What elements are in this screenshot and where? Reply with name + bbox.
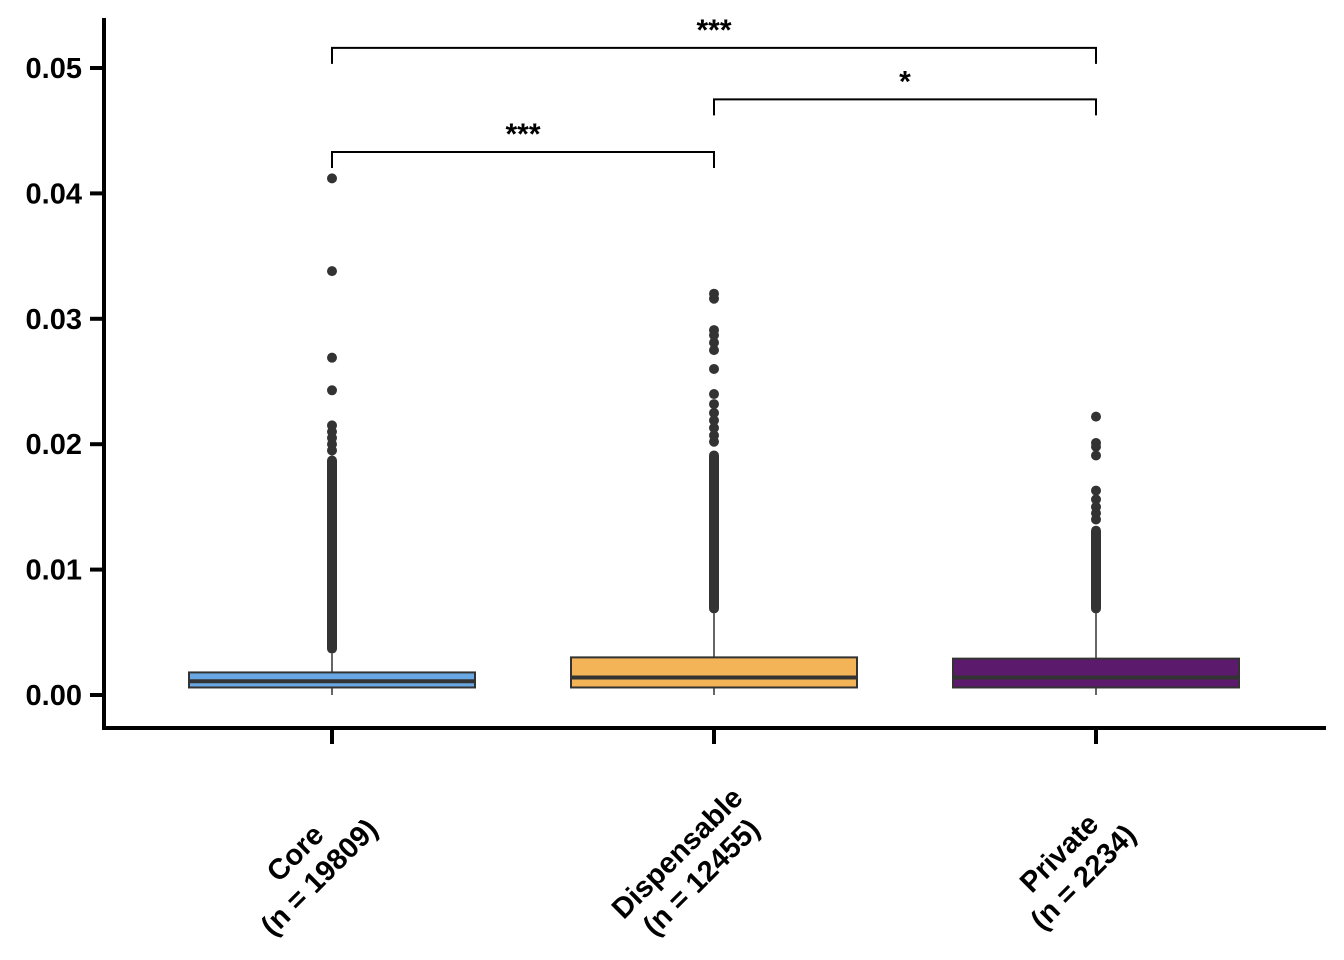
outlier-cluster	[327, 455, 337, 654]
bracket-line	[331, 151, 715, 169]
outlier-point	[709, 415, 719, 426]
outlier-cluster	[1091, 525, 1101, 614]
y-tick-label: 0.04	[26, 178, 82, 210]
outlier-point	[709, 288, 719, 299]
significance-bracket: ***	[331, 118, 715, 169]
significance-label: ***	[505, 118, 540, 151]
outlier-point	[709, 407, 719, 418]
box-group	[952, 411, 1240, 695]
outlier-point	[709, 422, 719, 433]
outlier-point	[1091, 501, 1101, 512]
outlier-point	[709, 399, 719, 410]
y-tick-label: 0.05	[26, 53, 82, 85]
outlier-point	[1091, 437, 1101, 448]
y-tick-label: 0.01	[26, 555, 82, 587]
significance-label: *	[899, 65, 911, 98]
outlier-point	[1091, 485, 1101, 496]
outlier-point	[327, 385, 337, 396]
outlier-cluster	[709, 450, 719, 614]
box	[952, 657, 1240, 689]
axes: 0.00 0.01 0.02 0.03 0.04 0.05	[26, 18, 1326, 744]
outlier-point	[709, 337, 719, 348]
bracket-line	[713, 98, 1097, 116]
significance-brackets: *******	[331, 14, 1097, 169]
outlier-point	[709, 430, 719, 441]
outlier-point	[1091, 411, 1101, 422]
boxes	[188, 173, 1240, 695]
outlier-point	[709, 345, 719, 356]
outlier-point	[327, 420, 337, 431]
significance-bracket: *	[713, 65, 1097, 116]
y-tick-label: 0.02	[26, 429, 82, 461]
significance-bracket: ***	[331, 14, 1097, 64]
outlier-point	[327, 352, 337, 363]
y-tick-label: 0.03	[26, 304, 82, 336]
x-axis-labels: Core(n = 19809) Dispensable(n = 12455) Pri…	[231, 782, 1143, 949]
box	[570, 656, 858, 689]
significance-label: ***	[696, 14, 731, 47]
outlier-point	[709, 389, 719, 400]
category-label: Dispensable(n = 12455)	[606, 782, 773, 949]
category-label: Private(n = 2234)	[1001, 795, 1143, 937]
outlier-point	[1091, 494, 1101, 505]
box-group	[188, 173, 476, 695]
category-label: Core(n = 19809)	[231, 789, 384, 942]
outlier-point	[327, 266, 337, 277]
outlier-point	[709, 325, 719, 336]
y-tick-label: 0.00	[26, 680, 82, 712]
box-group	[570, 288, 858, 695]
outlier-point	[709, 363, 719, 374]
outlier-point	[327, 173, 337, 184]
bracket-line	[331, 46, 1097, 64]
outlier-point	[1091, 450, 1101, 461]
